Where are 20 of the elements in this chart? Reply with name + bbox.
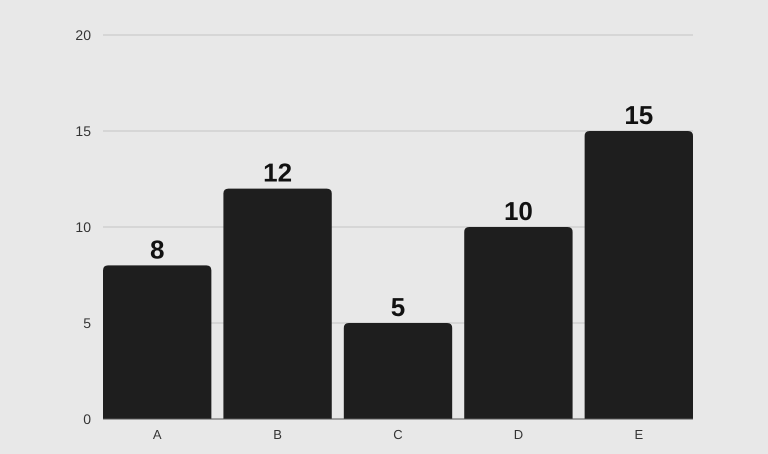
y-tick-label: 20	[75, 26, 92, 43]
bar	[344, 323, 452, 419]
bar	[584, 131, 693, 419]
data-label: 5	[390, 292, 406, 322]
y-tick-label: 0	[83, 410, 92, 427]
x-tick-label: D	[514, 427, 524, 442]
y-tick-label: 5	[83, 314, 92, 331]
x-tick-label: A	[152, 427, 162, 442]
bar	[103, 265, 212, 419]
bar	[464, 227, 573, 419]
data-label: 12	[263, 158, 292, 188]
data-label: 15	[624, 100, 654, 130]
data-label: 10	[504, 196, 533, 226]
y-tick-label: 10	[75, 218, 92, 235]
data-label: 8	[150, 234, 164, 264]
x-tick-label: C	[393, 427, 403, 442]
x-tick-label: B	[273, 427, 282, 442]
x-tick-label: E	[634, 427, 644, 442]
bar	[223, 188, 332, 419]
y-tick-label: 15	[75, 122, 92, 139]
